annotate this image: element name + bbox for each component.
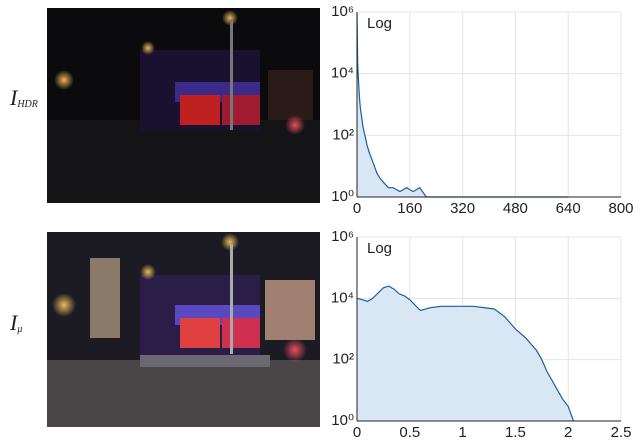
y-tick-label: 10⁴ <box>331 289 354 306</box>
row-label-sub: HDR <box>16 99 38 110</box>
x-tick-label: 480 <box>503 200 528 217</box>
photo-tonemapped <box>47 232 320 427</box>
x-tick-label: 0.5 <box>399 424 420 441</box>
row-label-sub: μ <box>16 324 22 335</box>
x-tick-label: 1.5 <box>505 424 526 441</box>
x-tick-label: 0 <box>353 200 361 217</box>
y-tick-label: 10⁶ <box>331 3 354 20</box>
y-tick-label: 10⁴ <box>331 65 354 82</box>
x-tick-label: 320 <box>450 200 475 217</box>
x-tick-label: 640 <box>556 200 581 217</box>
y-tick-label: 10² <box>332 126 354 143</box>
x-tick-label: 2 <box>564 424 572 441</box>
row-label: IHDR <box>9 85 38 110</box>
page: IHDR 0 160 320 480 640 800 10⁰ 10² 10⁴ 10⁶ Log Iμ 0 0.… <box>0 0 644 445</box>
row-label: Iμ <box>9 310 22 335</box>
x-tick-label: 160 <box>397 200 422 217</box>
y-tick-label: 10⁶ <box>331 228 354 245</box>
x-tick-label: 2.5 <box>611 424 632 441</box>
x-tick-label: 0 <box>353 424 361 441</box>
annotation: Log <box>367 15 392 32</box>
x-tick-label: 1 <box>458 424 466 441</box>
x-tick-label: 800 <box>608 200 633 217</box>
photo-hdr <box>47 8 320 203</box>
y-tick-label: 10² <box>332 351 354 368</box>
annotation: Log <box>367 240 392 257</box>
y-tick-label: 10⁰ <box>331 412 354 429</box>
figure: IHDR 0 160 320 480 640 800 10⁰ 10² 10⁴ 10⁶ Log Iμ 0 0.… <box>0 0 644 445</box>
y-tick-label: 10⁰ <box>331 188 354 205</box>
